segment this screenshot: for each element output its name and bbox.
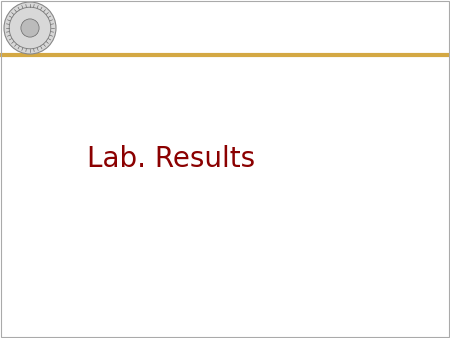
Ellipse shape xyxy=(21,19,39,37)
Ellipse shape xyxy=(4,2,56,54)
Text: Lab. Results: Lab. Results xyxy=(87,145,255,173)
